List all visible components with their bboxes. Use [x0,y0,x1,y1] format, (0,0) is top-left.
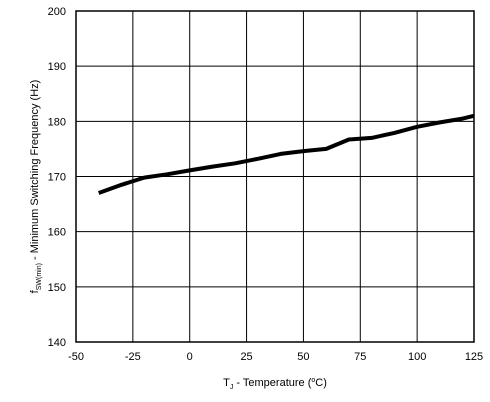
y-tick-label: 150 [48,282,66,294]
x-axis-label-sup: o [311,377,315,384]
y-tick-label: 190 [48,61,66,73]
y-tick-label: 170 [48,172,66,184]
x-axis-label-main: T [223,377,230,389]
series-line [98,113,475,195]
y-tick-label: 140 [48,337,66,349]
y-tick-label: 160 [48,227,66,239]
x-tick-label: 75 [354,351,366,363]
x-tick-label: -25 [125,351,141,363]
x-axis-label-rest: - Temperature ( [233,377,311,389]
x-tick-labels: -50 -25 0 25 50 75 100 125 [68,351,483,363]
x-tick-label: 50 [297,351,309,363]
x-tick-label: 125 [465,351,483,363]
x-tick-label: 100 [408,351,426,363]
y-tick-label: 200 [48,6,66,18]
x-tick-label: 25 [240,351,252,363]
grid [75,10,475,343]
y-axis-label-rest: - Minimum Switching Frequency (Hz) [29,80,41,263]
y-axis-label-sub: SW(min) [36,263,43,290]
y-tick-labels: 140 150 160 170 180 190 200 [48,6,66,349]
x-tick-label: -50 [68,351,84,363]
y-axis-label-main: f [29,289,41,293]
plot-frame [75,10,475,343]
y-tick-label: 180 [48,116,66,128]
x-axis-label: TJ - Temperature (oC) [223,377,327,391]
x-tick-label: 0 [187,351,193,363]
x-axis-label-sub: J [230,384,234,391]
y-axis-label: fSW(min) - Minimum Switching Frequency (… [29,80,43,294]
x-axis-label-end: C) [315,377,327,389]
